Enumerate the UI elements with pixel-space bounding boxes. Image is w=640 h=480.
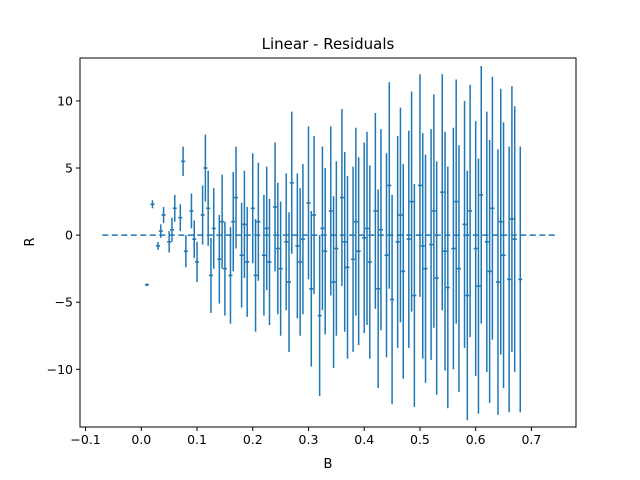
y-tick-label: 0	[65, 228, 73, 243]
y-axis-label: R	[23, 237, 38, 246]
x-tick-label: 0.2	[243, 432, 263, 447]
y-tick-label: 5	[65, 161, 73, 176]
plot-area: −0.1 0.0 0.1 0.2 0.3 0.4 0.5 0.6 0.7 −10 −5 0 5 10	[47, 57, 577, 447]
x-tick-label: 0.5	[410, 432, 430, 447]
axes-frame	[79, 57, 577, 428]
x-tick-label: 0.6	[466, 432, 486, 447]
y-tick-label: −5	[55, 295, 73, 310]
y-tick-label: 10	[57, 93, 73, 108]
x-tick-label: 0.0	[131, 432, 151, 447]
y-tick-label: −10	[47, 362, 73, 377]
x-tick-label: 0.1	[187, 432, 207, 447]
x-tick-label: 0.7	[521, 432, 541, 447]
x-tick-label: 0.3	[299, 432, 319, 447]
x-axis-label: B	[324, 457, 333, 472]
chart-title: Linear - Residuals	[262, 35, 395, 53]
x-tick-label: 0.4	[354, 432, 374, 447]
x-tick-label: −0.1	[70, 432, 100, 447]
